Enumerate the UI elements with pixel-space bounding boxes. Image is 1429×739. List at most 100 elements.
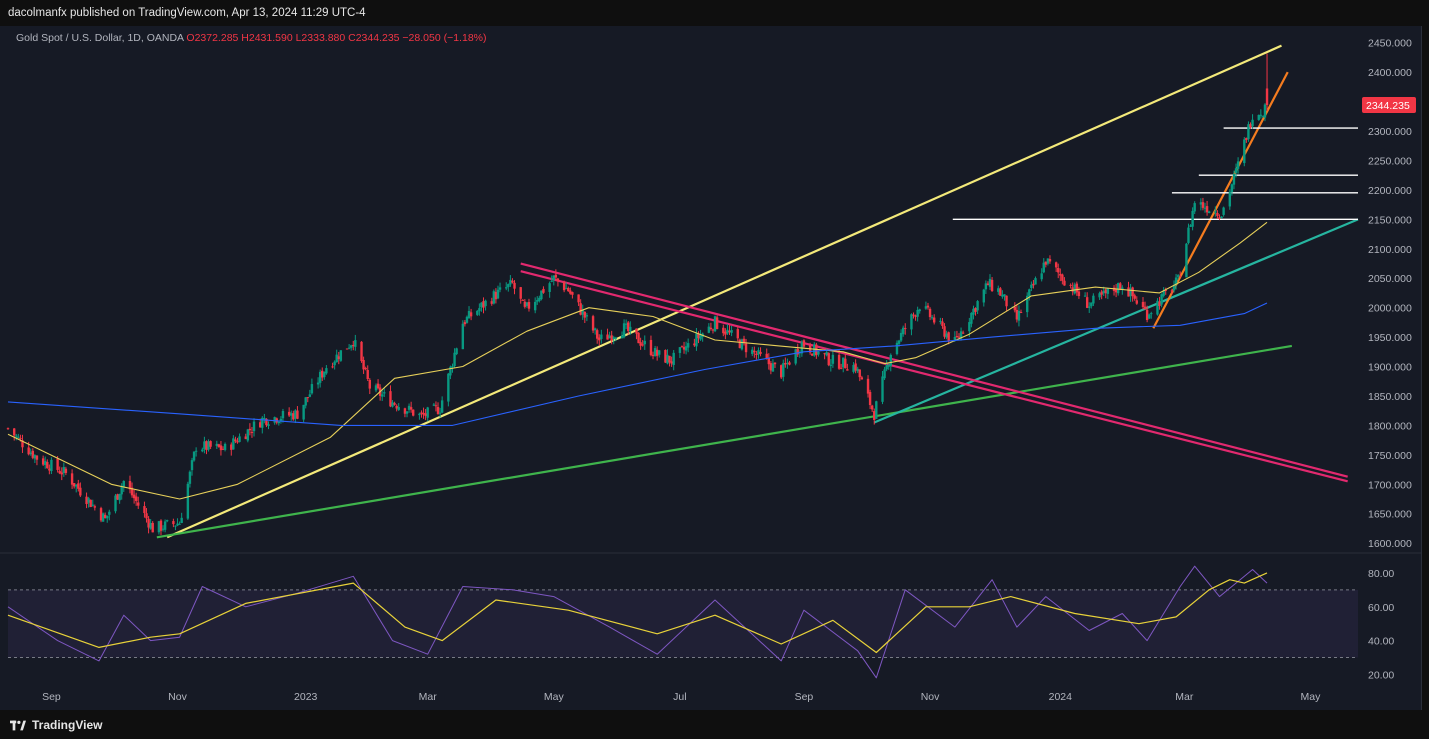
sma-fast-line xyxy=(7,221,1268,500)
candle-body xyxy=(788,362,791,365)
candle-body xyxy=(1048,259,1052,262)
price-tick-label: 2150.000 xyxy=(1368,214,1412,226)
symbol-legend: Gold Spot / U.S. Dollar, 1D, OANDA O2372… xyxy=(16,32,487,44)
candle-body xyxy=(432,404,436,406)
candle-body xyxy=(1032,283,1035,286)
candle-body xyxy=(1263,104,1267,118)
candle-body xyxy=(403,408,407,414)
candle-body xyxy=(44,461,47,465)
rsi-ma-line xyxy=(7,572,1268,654)
candle-body xyxy=(571,292,574,295)
candle-body xyxy=(961,332,965,334)
candle-body xyxy=(1044,261,1048,265)
candle-body xyxy=(1077,291,1081,297)
candle-body xyxy=(178,523,181,525)
candle-body xyxy=(72,483,76,487)
candle-body xyxy=(1100,291,1103,295)
candle-body xyxy=(870,405,874,410)
time-tick-label: May xyxy=(544,691,565,703)
candle-body xyxy=(397,407,400,410)
candle-body xyxy=(114,495,117,512)
candle-body xyxy=(997,288,1000,292)
candle-body xyxy=(593,328,597,331)
candle-body xyxy=(230,444,233,450)
candle-body xyxy=(916,309,919,317)
candle-body xyxy=(252,421,256,432)
candle-body xyxy=(932,317,936,323)
candle-body xyxy=(103,514,107,519)
candle-body xyxy=(15,435,18,437)
candle-body xyxy=(190,460,194,471)
candle-body xyxy=(207,441,210,450)
candle-body xyxy=(118,493,121,501)
candle-body xyxy=(612,337,615,339)
candle-body xyxy=(986,283,990,286)
candle-body xyxy=(1230,184,1234,193)
candle-body xyxy=(259,422,262,428)
candle-body xyxy=(999,288,1002,296)
candle-body xyxy=(846,369,849,371)
candle-body xyxy=(693,343,696,346)
candle-body xyxy=(1133,295,1136,299)
last-price-label: 2344.235 xyxy=(1366,100,1410,112)
price-tick-label: 1600.000 xyxy=(1368,538,1412,550)
candle-body xyxy=(881,376,884,402)
candle-body xyxy=(147,518,150,528)
time-tick-label: Mar xyxy=(1175,691,1194,703)
candle-body xyxy=(246,429,250,441)
candle-body xyxy=(215,443,219,446)
candle-body xyxy=(827,353,830,366)
candle-body xyxy=(476,310,479,315)
candle-body xyxy=(455,348,458,355)
candle-body xyxy=(250,431,254,433)
candle-body xyxy=(1261,116,1265,118)
candle-body xyxy=(101,513,105,522)
candle-body xyxy=(622,323,626,338)
candle-body xyxy=(682,347,686,350)
magenta-lower-line xyxy=(520,270,1348,483)
candle-body xyxy=(108,511,111,515)
candle-body xyxy=(436,407,440,414)
candle-body xyxy=(1135,300,1138,304)
candle-body xyxy=(519,287,522,299)
candle-body xyxy=(1145,309,1149,321)
tradingview-logo[interactable]: TradingView xyxy=(10,718,102,732)
candle-body xyxy=(1129,288,1132,297)
candle-body xyxy=(1218,217,1221,219)
candle-body xyxy=(930,317,934,319)
candle-body xyxy=(968,322,971,332)
candle-body xyxy=(1205,206,1209,213)
candle-body xyxy=(238,436,241,442)
candle-body xyxy=(658,350,661,355)
candle-body xyxy=(366,370,369,380)
candle-body xyxy=(889,354,892,366)
publisher-text: dacolmanfx published on TradingView.com,… xyxy=(8,7,366,19)
candle-body xyxy=(41,458,45,465)
candle-body xyxy=(418,413,421,416)
candle-body xyxy=(1179,276,1182,278)
candle-body xyxy=(552,275,555,281)
candle-body xyxy=(829,364,833,366)
candle-body xyxy=(1203,207,1207,209)
candle-body xyxy=(85,496,88,505)
candle-body xyxy=(438,412,442,414)
price-tick-label: 2100.000 xyxy=(1368,244,1412,256)
candle-body xyxy=(335,354,338,363)
candle-body xyxy=(585,315,589,317)
rsi-tick-label: 40.00 xyxy=(1368,636,1394,648)
candle-body xyxy=(767,357,770,365)
footer-bar: TradingView xyxy=(0,710,1429,739)
candle-body xyxy=(1249,124,1252,128)
candle-body xyxy=(60,472,63,475)
candle-body xyxy=(1236,161,1240,169)
candle-body xyxy=(670,361,673,364)
candle-body xyxy=(639,342,642,346)
candle-body xyxy=(1162,290,1165,296)
candle-body xyxy=(27,447,30,455)
candle-body xyxy=(722,327,725,334)
candle-body xyxy=(914,315,917,317)
candle-body xyxy=(858,369,861,378)
candle-body xyxy=(1164,289,1167,291)
candle-body xyxy=(364,368,367,370)
